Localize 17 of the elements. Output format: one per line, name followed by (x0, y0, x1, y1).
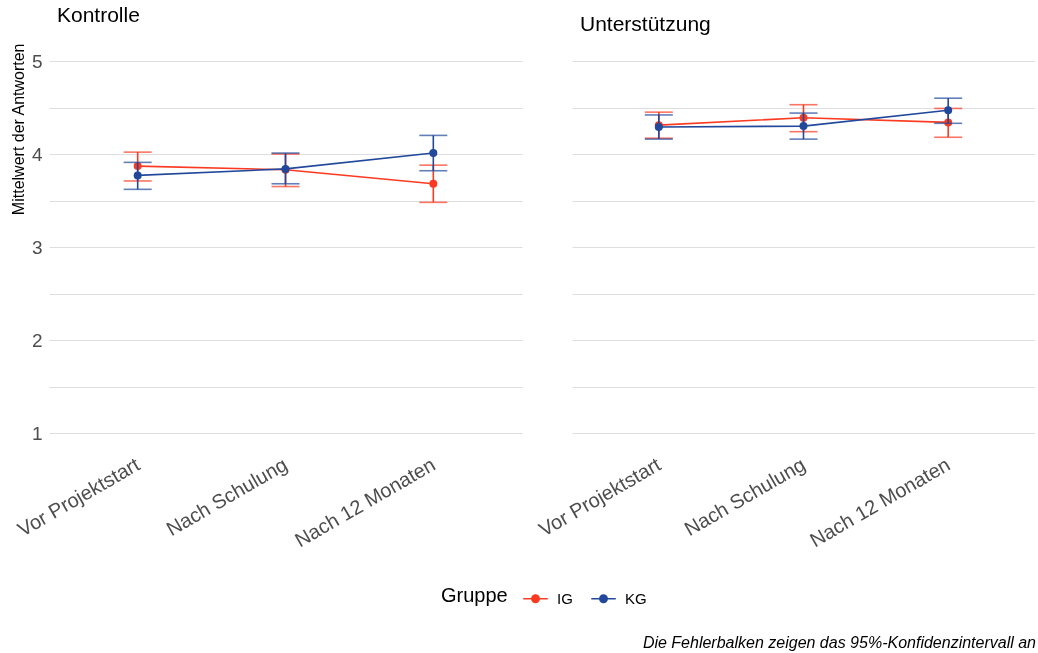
point (133, 171, 142, 180)
chart-title: Kontrolle (57, 3, 140, 26)
chart-title: Unterstützung (580, 12, 711, 35)
y-tick-label: 2 (31, 329, 43, 351)
y-tick-label: 3 (31, 236, 43, 258)
y-tick-label: 4 (31, 143, 43, 165)
point (799, 122, 808, 131)
legend-label: IG (557, 589, 573, 607)
legend-title: Gruppe (441, 584, 508, 606)
point (944, 106, 953, 115)
y-tick-label: 1 (31, 422, 43, 444)
caption: Die Fehlerbalken zeigen das 95%-Konfidenzintervall an (642, 633, 1036, 652)
point (429, 179, 438, 188)
legend-label: KG (625, 589, 647, 607)
point (429, 149, 438, 158)
y-tick-label: 5 (31, 50, 43, 72)
y-axis-title: Mittelwert der Antworten (9, 43, 27, 216)
